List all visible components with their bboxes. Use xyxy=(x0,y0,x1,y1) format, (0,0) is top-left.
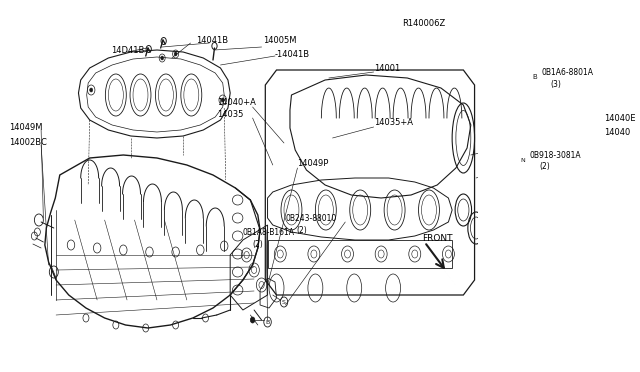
Text: 0B918-3081A: 0B918-3081A xyxy=(529,151,580,160)
Text: 14040+A: 14040+A xyxy=(217,97,255,106)
Text: N: N xyxy=(521,157,525,163)
Text: 14040E: 14040E xyxy=(604,113,636,122)
Text: B: B xyxy=(266,320,269,324)
Text: 14049P: 14049P xyxy=(298,158,329,167)
Circle shape xyxy=(221,98,224,102)
Text: 14001: 14001 xyxy=(374,64,400,73)
Text: 14002BC: 14002BC xyxy=(9,138,47,147)
Text: 14D41B: 14D41B xyxy=(111,45,144,55)
Text: B: B xyxy=(532,74,538,80)
Text: 0B1A6-8801A: 0B1A6-8801A xyxy=(541,67,593,77)
Text: (2): (2) xyxy=(540,161,550,170)
Text: 14035+A: 14035+A xyxy=(374,118,413,126)
Text: 14005M: 14005M xyxy=(263,35,296,45)
Text: S: S xyxy=(282,299,286,305)
Circle shape xyxy=(90,88,93,92)
Text: 0B243-88010: 0B243-88010 xyxy=(285,214,337,222)
Text: 14041B: 14041B xyxy=(196,35,228,45)
Circle shape xyxy=(161,56,164,60)
Text: 14049M: 14049M xyxy=(9,122,42,131)
Text: -14041B: -14041B xyxy=(275,49,310,58)
Text: 14040: 14040 xyxy=(604,128,630,137)
Text: (2): (2) xyxy=(253,240,263,248)
Text: (3): (3) xyxy=(550,80,561,89)
Text: R140006Z: R140006Z xyxy=(402,19,445,28)
Text: 0B1A8-B161A: 0B1A8-B161A xyxy=(242,228,294,237)
Text: 14035: 14035 xyxy=(217,109,243,119)
Text: FRONT: FRONT xyxy=(422,234,452,243)
Text: (2): (2) xyxy=(296,225,307,234)
Circle shape xyxy=(531,164,538,172)
Circle shape xyxy=(250,317,255,323)
Circle shape xyxy=(174,52,177,56)
